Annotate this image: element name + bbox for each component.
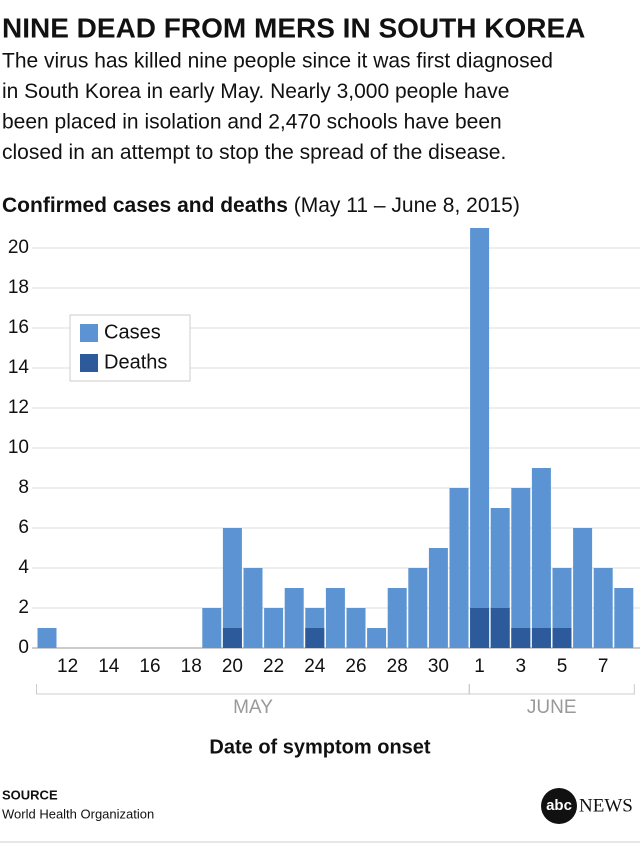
y-tick-label: 16 xyxy=(8,317,29,338)
y-tick-label: 18 xyxy=(8,277,29,298)
bar xyxy=(284,588,304,648)
x-tick-label: 28 xyxy=(387,656,408,677)
bar xyxy=(222,628,242,648)
bar xyxy=(511,488,531,648)
source: World Health Organization xyxy=(2,806,154,821)
y-tick-label: 4 xyxy=(18,557,29,578)
bar xyxy=(387,588,407,648)
logo-news: NEWS xyxy=(579,795,633,816)
x-tick-label: 24 xyxy=(304,656,326,677)
x-axis-label: Date of symptom onset xyxy=(209,736,430,758)
group-label-bg xyxy=(516,696,587,720)
legend-label: Cases xyxy=(104,321,161,343)
bar xyxy=(593,568,613,648)
x-tick-label: 7 xyxy=(598,656,609,677)
y-tick-label: 8 xyxy=(18,477,29,498)
group-bracket xyxy=(36,684,470,695)
x-tick-label: 1 xyxy=(474,656,485,677)
subtitle-line: The virus has killed nine people since i… xyxy=(2,50,553,73)
chart-title: NINE DEAD FROM MERS IN SOUTH KOREA xyxy=(2,12,585,43)
bar xyxy=(367,628,387,648)
chart-date-range: (May 11 – June 8, 2015) xyxy=(294,194,520,217)
logo-circle xyxy=(541,788,577,824)
bar xyxy=(264,608,284,648)
group-label: JUNE xyxy=(527,697,577,718)
legend-swatch xyxy=(80,324,98,342)
bar xyxy=(202,608,222,648)
bar xyxy=(470,608,490,648)
legend-label: Deaths xyxy=(104,351,167,373)
bar xyxy=(305,628,325,648)
group-label-bg xyxy=(218,696,288,720)
source-label: SOURCE xyxy=(2,787,58,802)
y-tick-label: 0 xyxy=(18,637,29,658)
y-tick-label: 14 xyxy=(8,357,30,378)
bar xyxy=(470,228,490,648)
legend-swatch xyxy=(80,354,98,372)
bar xyxy=(408,568,428,648)
x-tick-label: 5 xyxy=(557,656,568,677)
bar xyxy=(552,628,572,648)
y-tick-label: 12 xyxy=(8,397,29,418)
x-tick-label: 3 xyxy=(516,656,527,677)
x-tick-label: 30 xyxy=(428,656,449,677)
bar xyxy=(37,628,57,648)
bar xyxy=(490,608,510,648)
bar xyxy=(428,548,448,648)
x-tick-label: 14 xyxy=(98,656,120,677)
y-tick-label: 10 xyxy=(8,437,29,458)
bar xyxy=(346,608,366,648)
bar xyxy=(531,468,551,648)
subtitle-line: been placed in isolation and 2,470 schoo… xyxy=(2,111,502,134)
chart-subtitle: Confirmed cases and deaths (May 11 – Jun… xyxy=(2,194,520,217)
x-tick-label: 16 xyxy=(139,656,160,677)
bar xyxy=(325,588,345,648)
bar xyxy=(614,588,634,648)
bar xyxy=(222,528,242,648)
group-bracket xyxy=(468,684,635,695)
x-tick-label: 12 xyxy=(57,656,78,677)
bar xyxy=(573,528,593,648)
y-tick-label: 6 xyxy=(18,517,29,538)
chart-heading: Confirmed cases and deaths xyxy=(2,194,288,217)
logo-abc: abc xyxy=(546,797,572,814)
x-tick-label: 18 xyxy=(181,656,202,677)
bar xyxy=(511,628,531,648)
x-tick-label: 26 xyxy=(345,656,366,677)
group-label: MAY xyxy=(233,697,273,718)
x-tick-label: 22 xyxy=(263,656,284,677)
bar xyxy=(243,568,263,648)
subtitle-line: in South Korea in early May. Nearly 3,00… xyxy=(2,80,509,103)
bar xyxy=(531,628,551,648)
y-tick-label: 20 xyxy=(8,237,29,258)
y-tick-label: 2 xyxy=(18,597,29,618)
x-tick-label: 20 xyxy=(222,656,243,677)
bar xyxy=(449,488,469,648)
subtitle-line: closed in an attempt to stop the spread … xyxy=(2,141,506,164)
